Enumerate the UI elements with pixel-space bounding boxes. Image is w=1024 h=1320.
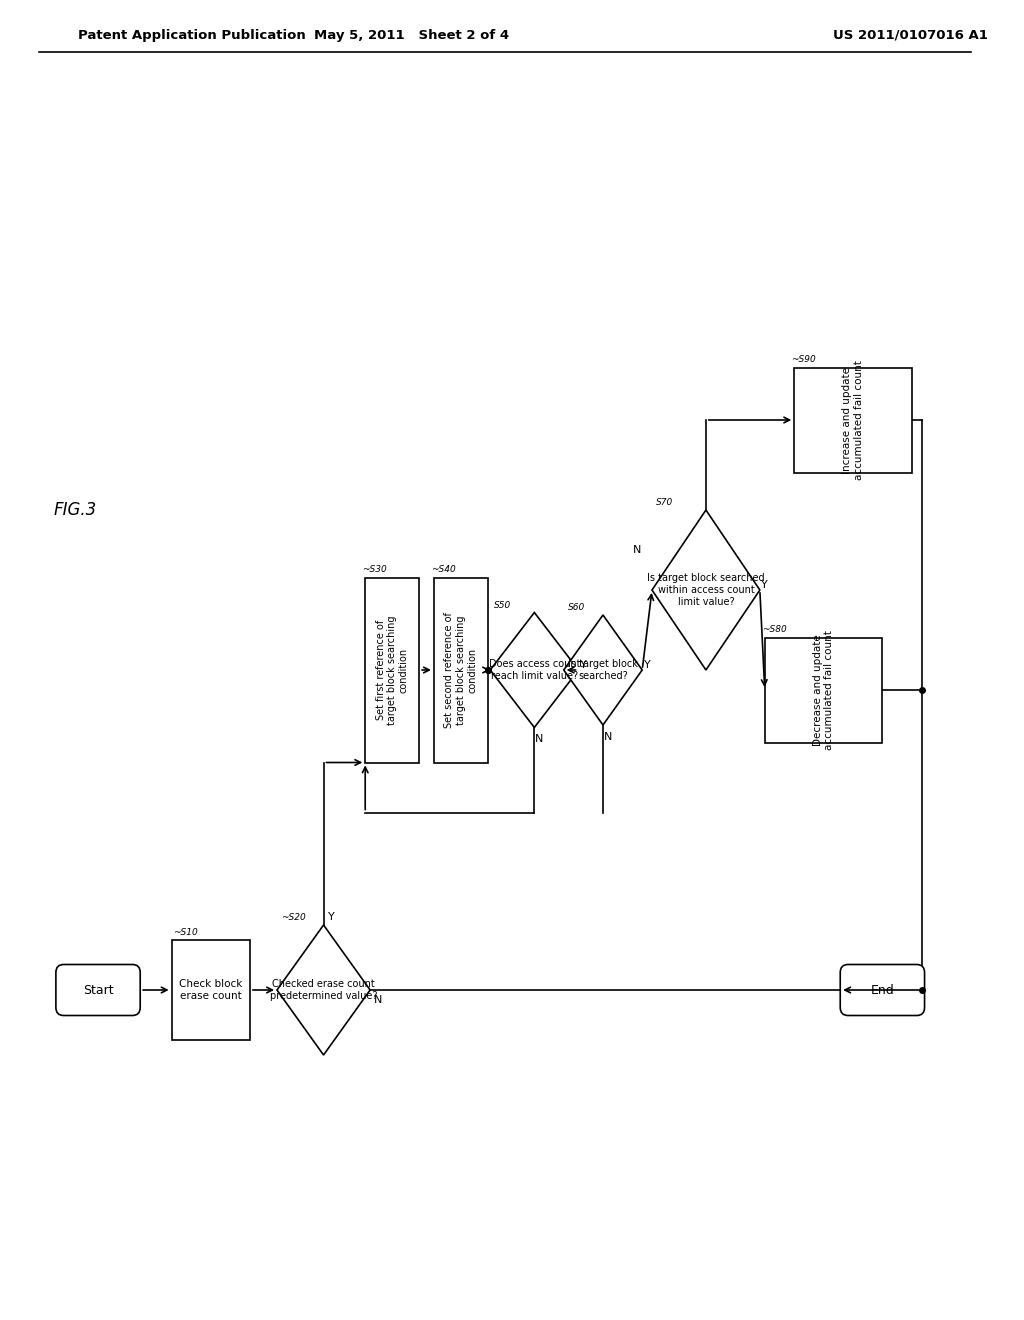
FancyBboxPatch shape (765, 638, 883, 742)
Text: Decrease and update
accumulated fail count: Decrease and update accumulated fail cou… (813, 630, 835, 750)
Text: Patent Application Publication: Patent Application Publication (79, 29, 306, 41)
FancyBboxPatch shape (841, 965, 925, 1015)
Text: Y: Y (762, 579, 768, 590)
FancyBboxPatch shape (172, 940, 250, 1040)
Polygon shape (276, 925, 370, 1055)
Text: Set first reference of
target block searching
condition: Set first reference of target block sear… (376, 615, 409, 725)
Text: N: N (633, 545, 641, 554)
Text: S60: S60 (567, 603, 585, 612)
Text: Set second reference of
target block searching
condition: Set second reference of target block sea… (444, 612, 477, 727)
Text: Increase and update
accumulated fail count: Increase and update accumulated fail cou… (842, 360, 864, 480)
Text: Checked erase count
predetermined value?: Checked erase count predetermined value? (269, 979, 377, 1001)
Text: US 2011/0107016 A1: US 2011/0107016 A1 (834, 29, 988, 41)
Text: ~S20: ~S20 (281, 913, 305, 921)
Text: Start: Start (83, 983, 114, 997)
Text: Y: Y (644, 660, 650, 671)
FancyBboxPatch shape (795, 367, 911, 473)
Polygon shape (652, 510, 760, 671)
Text: N: N (536, 734, 544, 744)
Text: Check block
erase count: Check block erase count (179, 979, 243, 1001)
Text: Is target block searched
within access count
limit value?: Is target block searched within access c… (647, 573, 765, 607)
Text: Y: Y (328, 912, 335, 921)
Text: N: N (604, 733, 612, 742)
FancyBboxPatch shape (366, 578, 419, 763)
Polygon shape (490, 612, 579, 727)
Text: Does access count
reach limit value?: Does access count reach limit value? (488, 659, 580, 681)
Polygon shape (564, 615, 642, 725)
Text: ~S80: ~S80 (762, 626, 786, 635)
Text: N: N (374, 995, 382, 1005)
Text: ~S10: ~S10 (173, 928, 199, 937)
FancyBboxPatch shape (434, 578, 487, 763)
Text: Is target block
searched?: Is target block searched? (568, 659, 638, 681)
Text: Y: Y (580, 660, 587, 671)
Text: ~S40: ~S40 (431, 565, 456, 574)
Text: S50: S50 (495, 601, 511, 610)
Text: FIG.3: FIG.3 (54, 502, 97, 519)
Text: ~S30: ~S30 (362, 565, 387, 574)
Text: ~S90: ~S90 (792, 355, 816, 364)
Text: End: End (870, 983, 894, 997)
Text: May 5, 2011   Sheet 2 of 4: May 5, 2011 Sheet 2 of 4 (314, 29, 509, 41)
FancyBboxPatch shape (56, 965, 140, 1015)
Text: S70: S70 (656, 498, 673, 507)
